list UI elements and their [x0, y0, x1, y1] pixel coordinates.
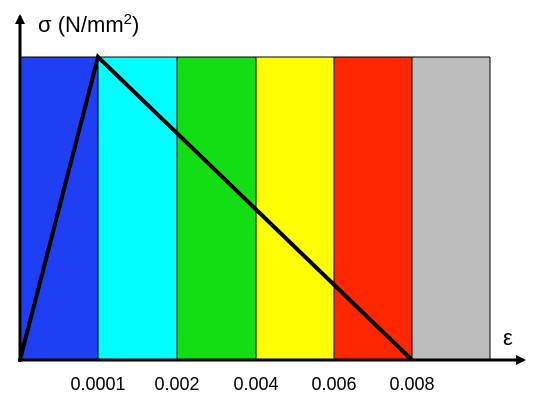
x-tick-label: 0.008 [389, 374, 434, 394]
stress-strain-curve [18, 53, 414, 362]
band-3 [177, 57, 256, 360]
band-5 [334, 57, 412, 360]
x-tick-label: 0.002 [154, 374, 199, 394]
strain-bands [20, 57, 490, 360]
y-axis-label: σ (N/mm2) [38, 11, 139, 37]
band-6 [412, 57, 490, 360]
x-tick-label: 0.004 [233, 374, 278, 394]
x-tick-label: 0.006 [311, 374, 356, 394]
x-tick-label: 0.0001 [70, 374, 125, 394]
x-tick-labels: 0.0001 0.002 0.004 0.006 0.008 [70, 374, 434, 394]
x-axis-label: ε [503, 325, 513, 350]
band-4 [256, 57, 334, 360]
band-2 [98, 57, 177, 360]
